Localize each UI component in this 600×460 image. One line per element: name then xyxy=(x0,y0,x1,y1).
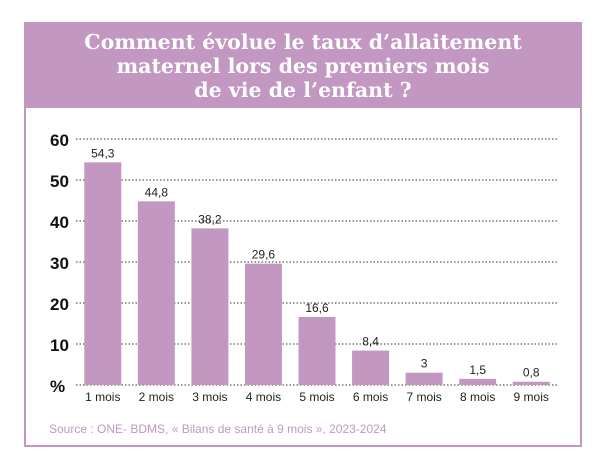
y-tick-label: 40 xyxy=(50,213,69,232)
bar xyxy=(405,372,443,385)
bar xyxy=(352,350,390,385)
y-tick-label: 20 xyxy=(50,295,69,314)
bar xyxy=(298,316,336,385)
bars xyxy=(84,162,550,385)
y-tick-label: 50 xyxy=(50,172,69,191)
y-tick-label: 30 xyxy=(50,254,69,273)
bar-value-label: 8,4 xyxy=(362,335,379,349)
y-tick-label: 10 xyxy=(50,336,69,355)
bar-value-label: 3 xyxy=(421,357,428,371)
bar xyxy=(512,381,550,385)
chart-card: Comment évolue le taux d’allaitement mat… xyxy=(24,22,582,447)
bar-value-labels: 54,3 44,8 38,2 29,6 16,6 8,4 3 1,5 0,8 xyxy=(91,146,540,379)
x-tick-label: 3 mois xyxy=(192,390,227,404)
x-tick-label: 5 mois xyxy=(299,390,334,404)
x-axis-tick-labels: 1 mois 2 mois 3 mois 4 mois 5 mois 6 mois 7 mo… xyxy=(85,390,549,404)
y-tick-label: 60 xyxy=(50,131,69,150)
bar-chart: % 10 20 30 40 50 60 54,3 44,8 38,2 29,6 16,6 8,4 3 1,… xyxy=(50,131,558,404)
bar xyxy=(84,162,122,385)
chart-title: Comment évolue le taux d’allaitement mat… xyxy=(84,30,522,102)
y-tick-label: % xyxy=(50,377,65,396)
x-tick-label: 8 mois xyxy=(460,390,495,404)
x-tick-label: 1 mois xyxy=(85,390,120,404)
bar-value-label: 38,2 xyxy=(198,212,222,226)
x-tick-label: 4 mois xyxy=(246,390,281,404)
x-tick-label: 6 mois xyxy=(353,390,388,404)
bar-value-label: 16,6 xyxy=(305,301,329,315)
bar xyxy=(244,263,282,385)
x-tick-label: 7 mois xyxy=(406,390,441,404)
title-banner: Comment évolue le taux d’allaitement mat… xyxy=(26,24,580,108)
bar xyxy=(459,378,497,385)
x-tick-label: 2 mois xyxy=(139,390,174,404)
y-axis-tick-labels: % 10 20 30 40 50 60 xyxy=(50,131,69,396)
bar-value-label: 29,6 xyxy=(252,248,276,262)
bar-value-label: 0,8 xyxy=(523,366,540,380)
bar-value-label: 1,5 xyxy=(469,363,486,377)
bar-value-label: 44,8 xyxy=(145,185,169,199)
bar xyxy=(191,228,229,385)
bar-value-label: 54,3 xyxy=(91,146,115,160)
source-note: Source : ONE- BDMS, « Bilans de santé à … xyxy=(49,422,387,436)
bar xyxy=(137,201,175,385)
x-tick-label: 9 mois xyxy=(514,390,549,404)
